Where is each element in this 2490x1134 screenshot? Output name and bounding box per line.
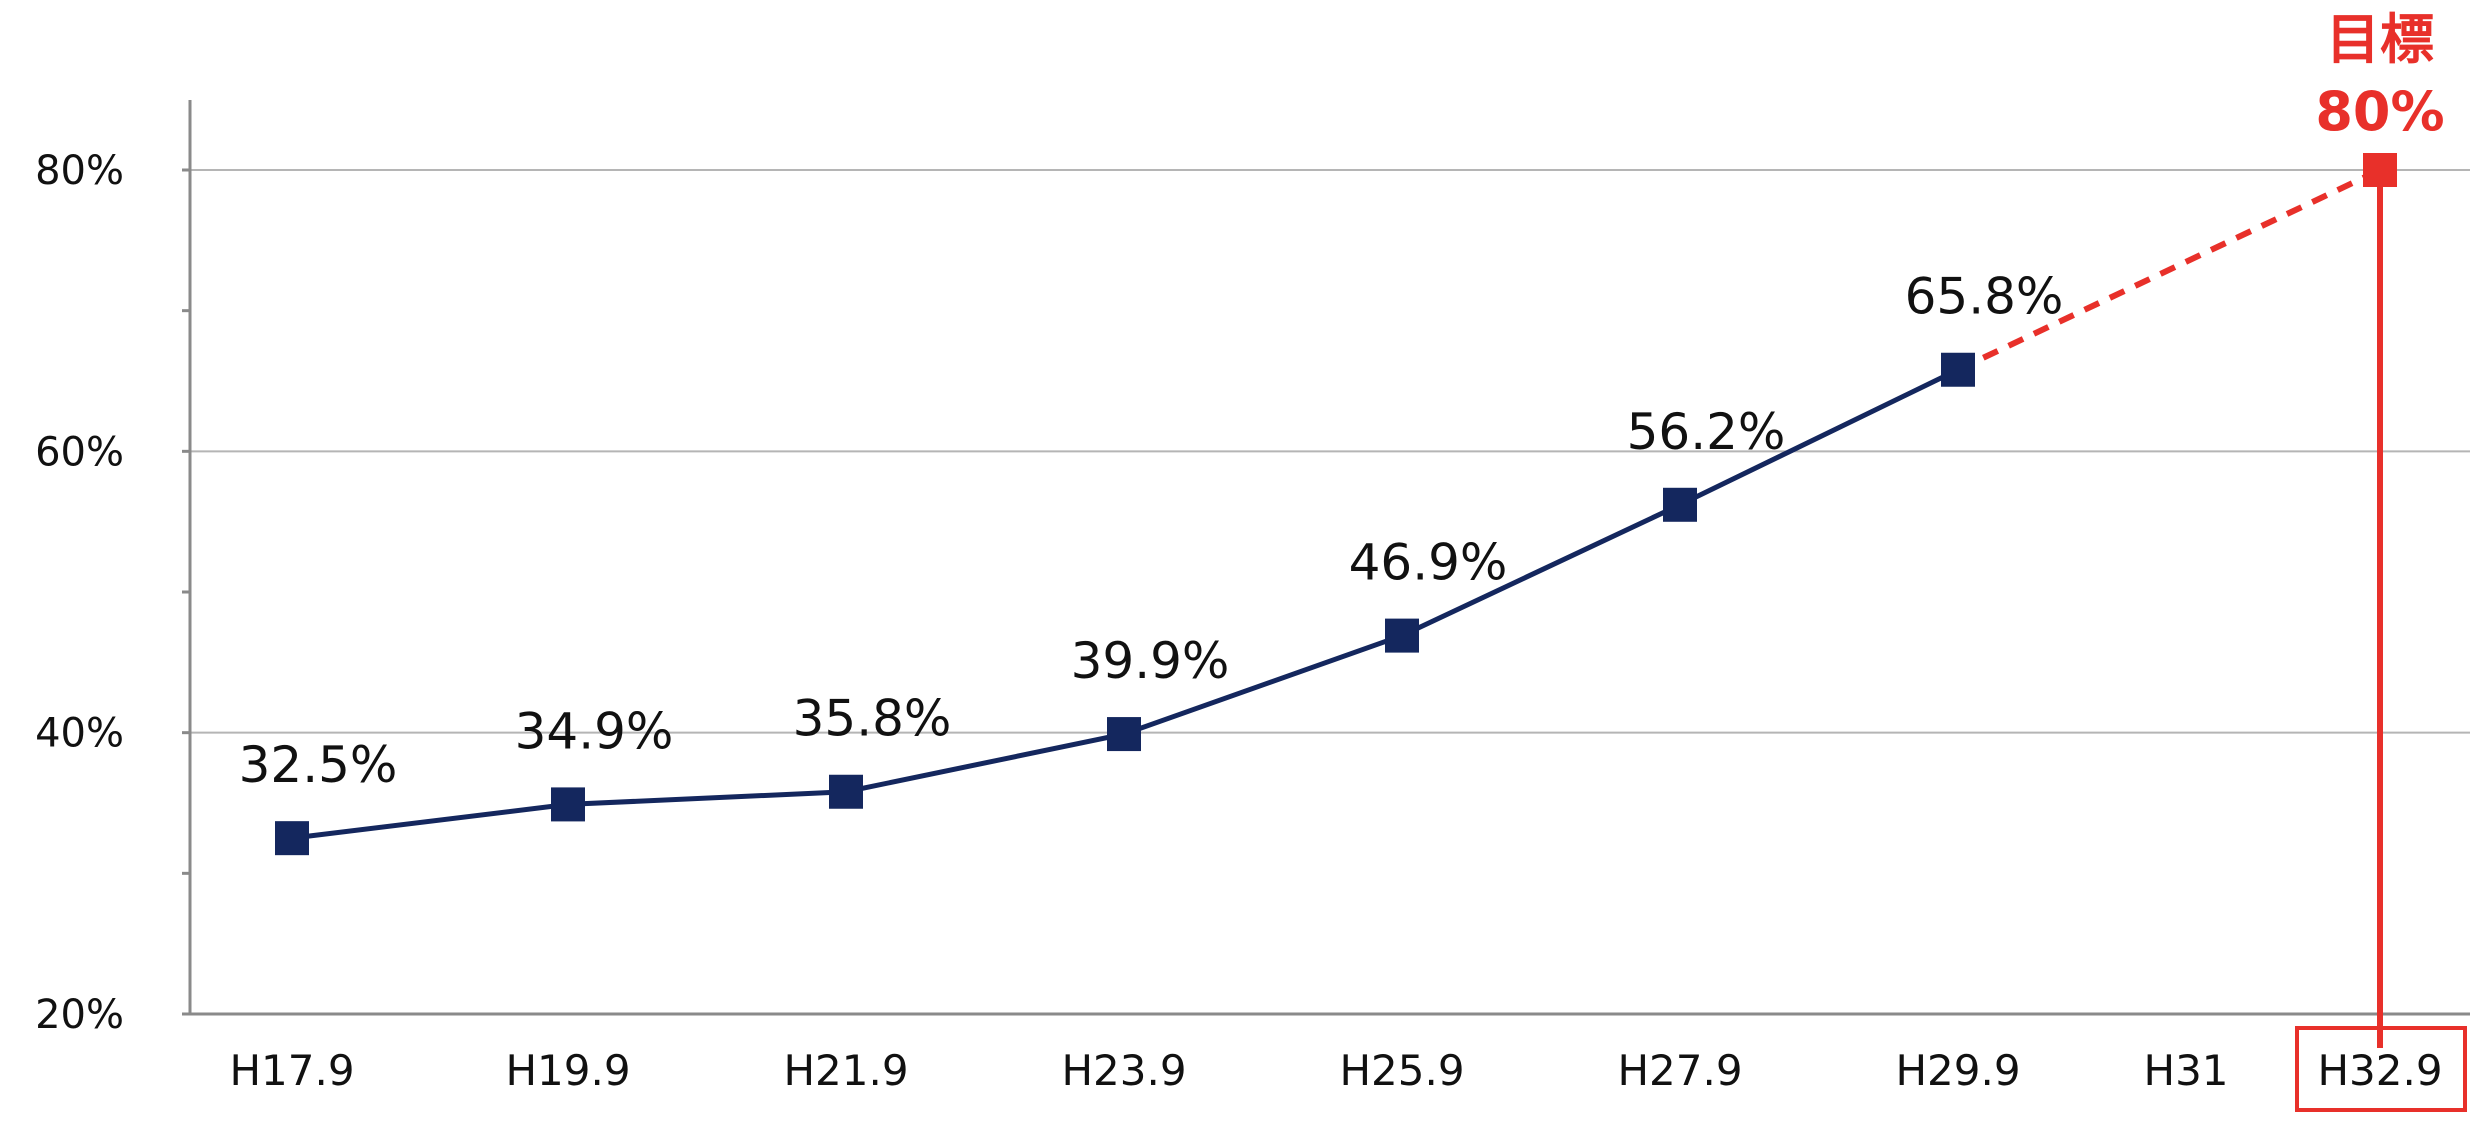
y-tick-labels: 20% 40% 60% 80% [35, 148, 124, 1038]
x-tick-label: H31 [2143, 1046, 2228, 1095]
y-tick-label: 60% [35, 429, 124, 475]
data-label: 46.9% [1349, 534, 1508, 592]
x-tick-label: H23.9 [1061, 1046, 1186, 1095]
data-point [1107, 717, 1141, 752]
target-label-top: 目標 [2326, 8, 2434, 71]
series-layer [275, 352, 1975, 856]
data-label: 35.8% [793, 690, 952, 748]
data-label: 65.8% [1905, 268, 2064, 326]
x-tick-label: H29.9 [1895, 1046, 2020, 1095]
x-tick-label: H17.9 [229, 1046, 354, 1095]
data-label: 34.9% [515, 702, 674, 760]
x-tick-label: H32.9 [2317, 1046, 2442, 1095]
y-tick-label: 40% [35, 711, 124, 757]
data-point [275, 821, 309, 856]
data-point [1385, 618, 1419, 653]
data-label: 39.9% [1071, 632, 1230, 690]
target-layer: 目標 80% [1956, 8, 2467, 1112]
target-label-value: 80% [2315, 80, 2444, 143]
x-tick-label: H25.9 [1339, 1046, 1464, 1095]
data-point [1663, 487, 1697, 522]
target-marker [2363, 153, 2397, 187]
axis-layer [182, 100, 2470, 1016]
y-tick-label: 20% [35, 992, 124, 1038]
target-dashed-line [1956, 167, 2382, 373]
x-tick-label: H19.9 [505, 1046, 630, 1095]
y-tick-label: 80% [35, 148, 124, 194]
data-labels: 32.5% 34.9% 35.8% 39.9% 46.9% 56.2% 65.8% [239, 268, 2064, 794]
data-point [1941, 352, 1975, 387]
grid-layer [190, 169, 2470, 734]
data-point [551, 787, 585, 822]
x-tick-label: H21.9 [783, 1046, 908, 1095]
target-category-box [2295, 1026, 2467, 1112]
x-tick-label: H27.9 [1617, 1046, 1742, 1095]
data-label: 56.2% [1627, 403, 1786, 461]
data-label: 32.5% [239, 736, 398, 794]
data-point [829, 774, 863, 809]
x-tick-labels: H17.9 H19.9 H21.9 H23.9 H25.9 H27.9 H29.9 H31 H3… [229, 1046, 2442, 1095]
